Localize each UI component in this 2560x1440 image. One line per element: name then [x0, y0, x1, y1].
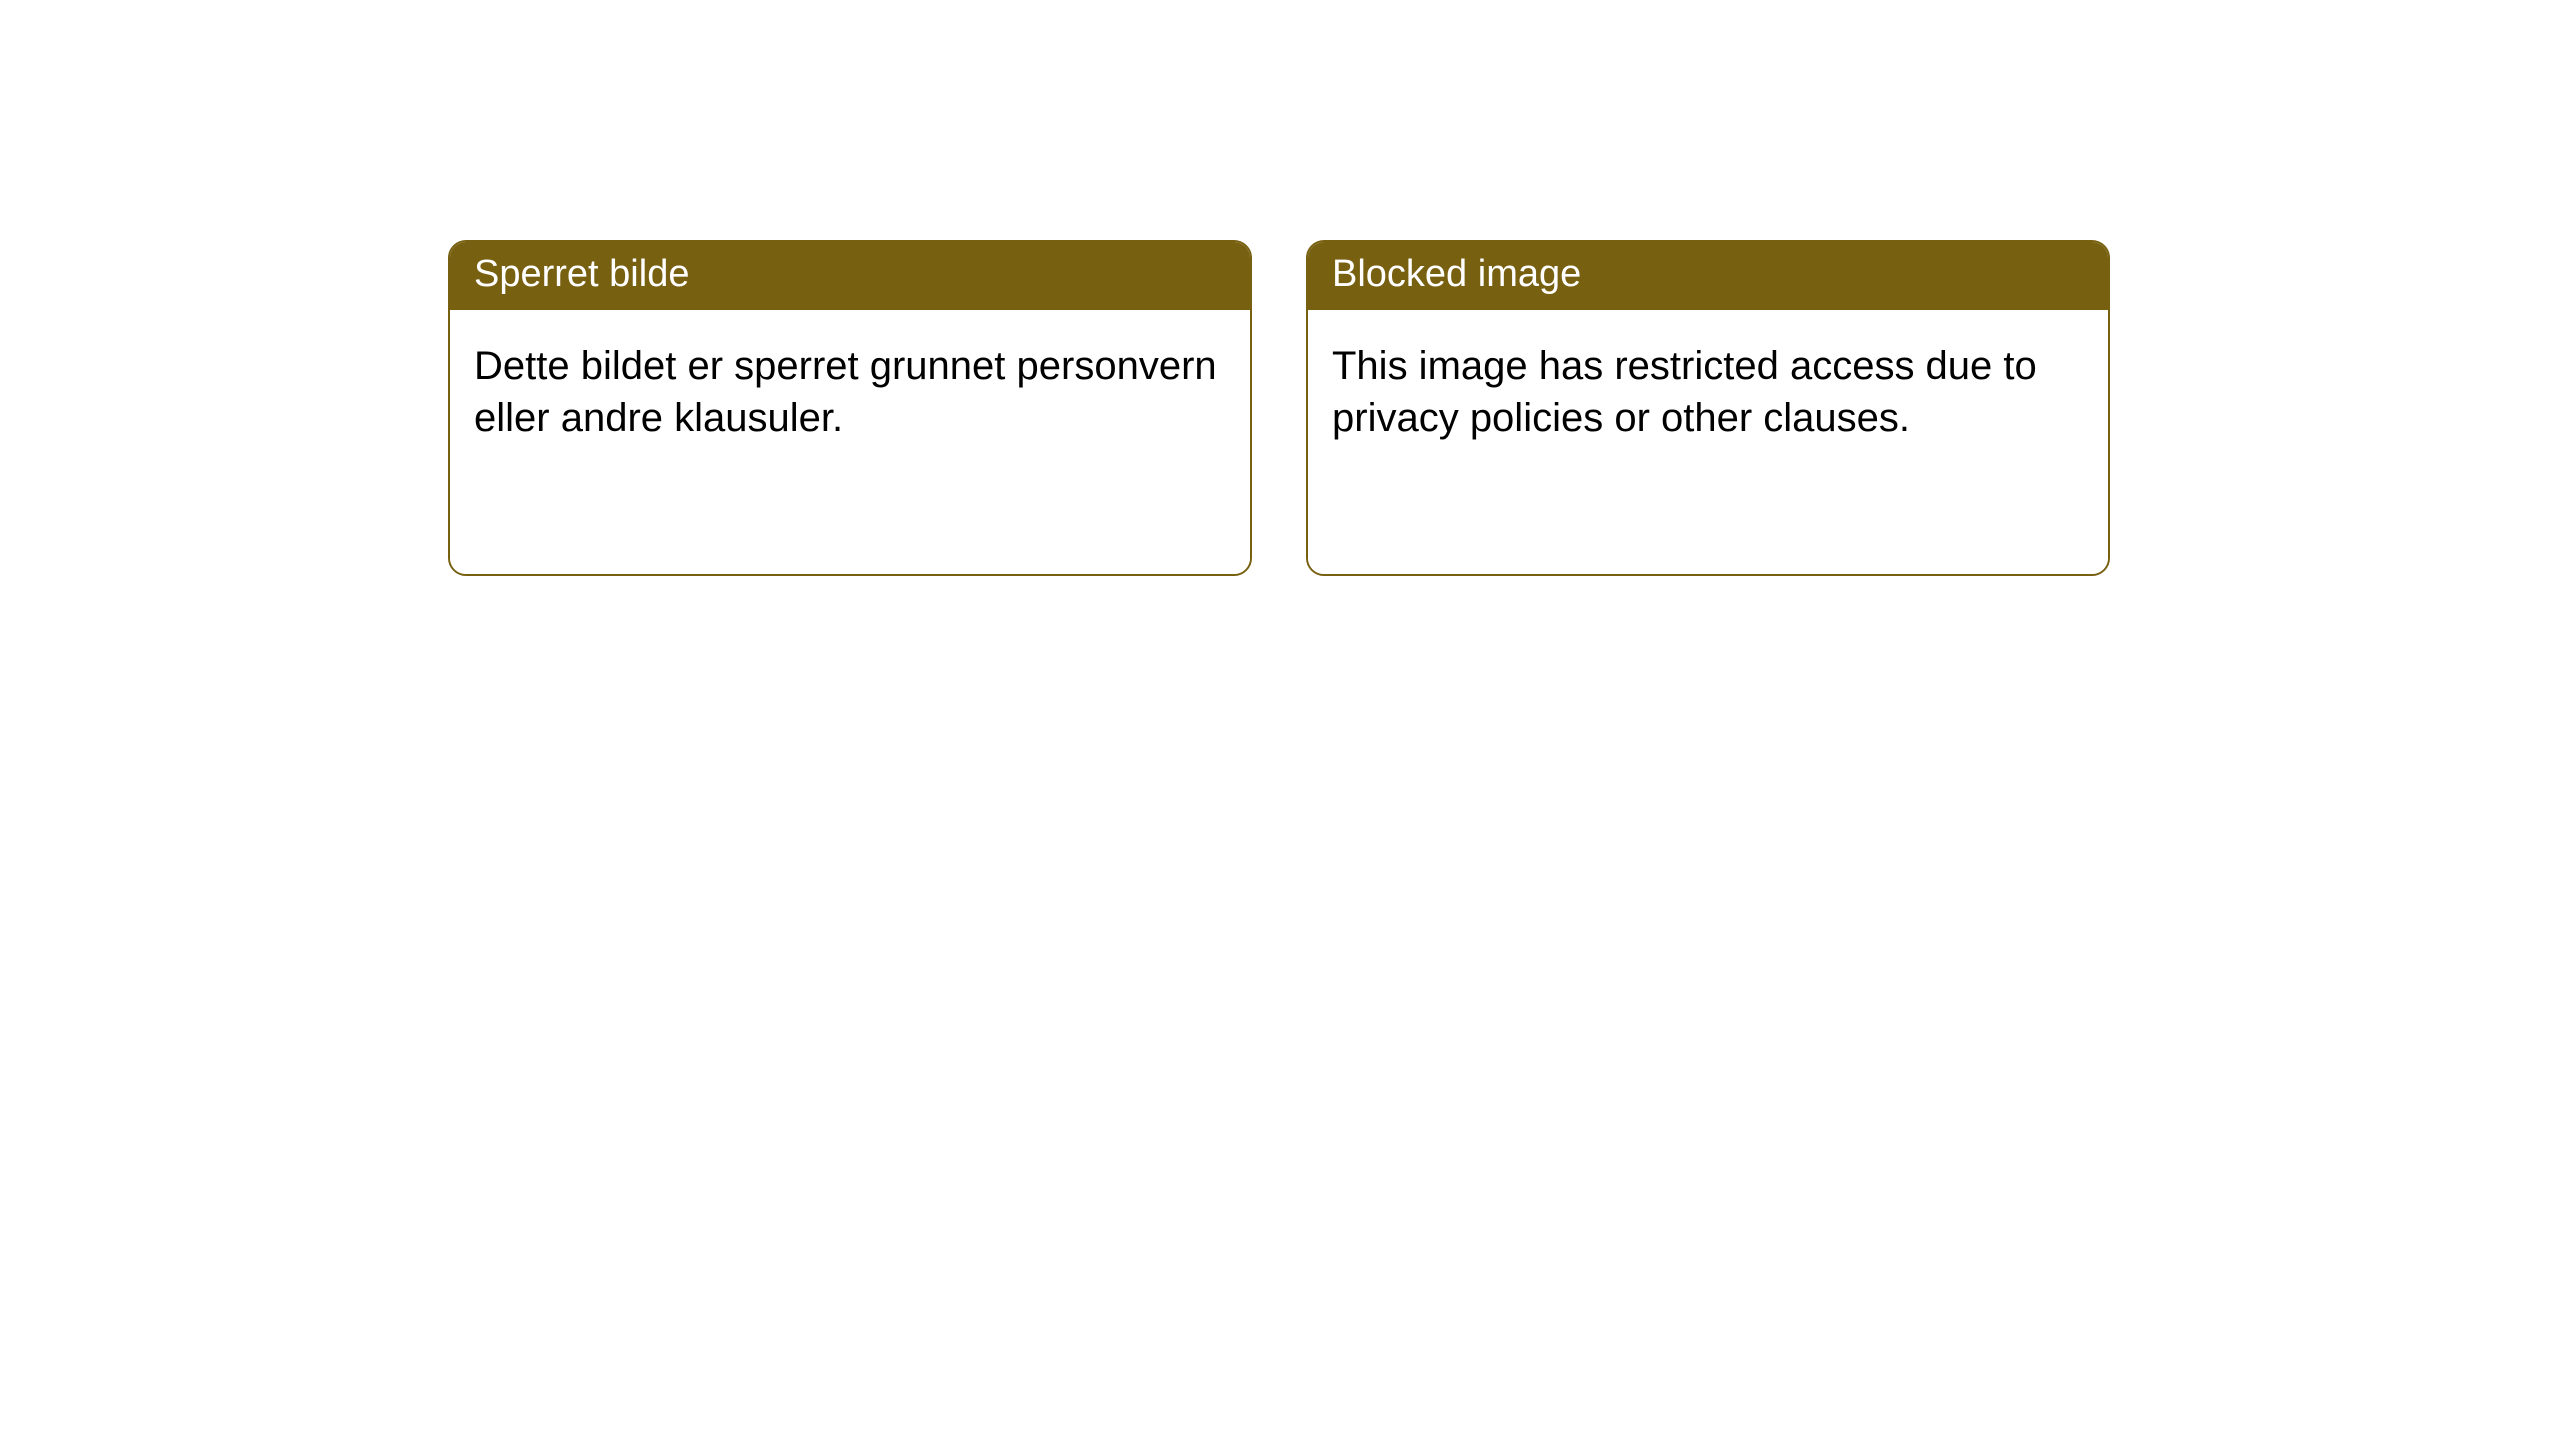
card-header-english: Blocked image	[1308, 242, 2108, 310]
card-message: Dette bildet er sperret grunnet personve…	[474, 340, 1226, 444]
card-title: Sperret bilde	[474, 253, 689, 295]
card-title: Blocked image	[1332, 253, 1581, 295]
blocked-image-card-english: Blocked image This image has restricted …	[1306, 240, 2110, 576]
blocked-image-card-norwegian: Sperret bilde Dette bildet er sperret gr…	[448, 240, 1252, 576]
card-message: This image has restricted access due to …	[1332, 340, 2084, 444]
card-body-english: This image has restricted access due to …	[1308, 310, 2108, 574]
card-header-norwegian: Sperret bilde	[450, 242, 1250, 310]
card-body-norwegian: Dette bildet er sperret grunnet personve…	[450, 310, 1250, 574]
notice-container: Sperret bilde Dette bildet er sperret gr…	[0, 0, 2560, 576]
